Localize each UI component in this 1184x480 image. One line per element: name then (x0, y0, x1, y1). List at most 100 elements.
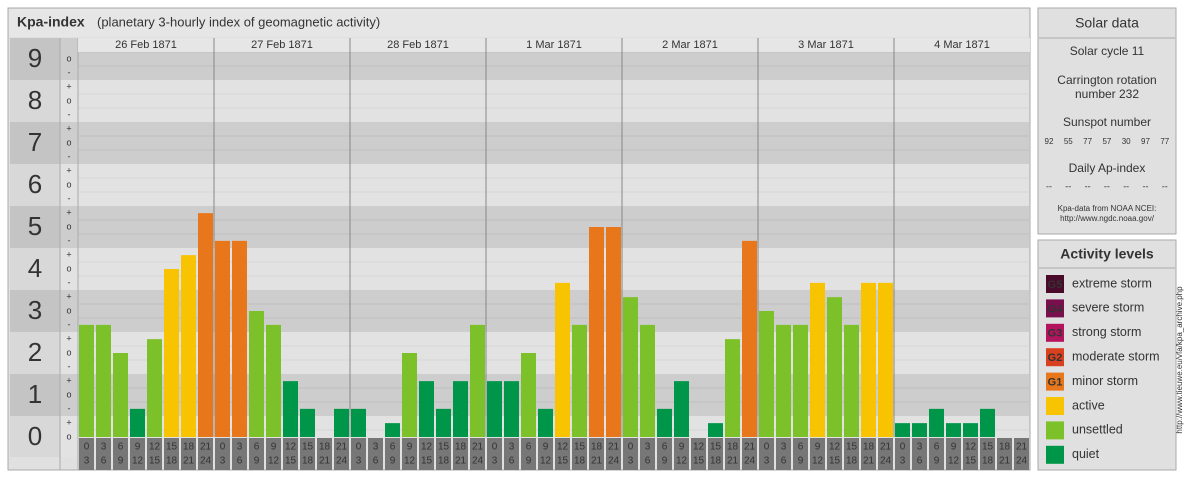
y-subtick-label: - (68, 235, 71, 245)
hour-box (895, 438, 910, 470)
hour-label: 24 (880, 456, 892, 467)
bar (759, 311, 774, 437)
band (10, 290, 60, 332)
hour-box (963, 438, 978, 470)
hour-label: 0 (764, 442, 770, 453)
day-header (758, 38, 894, 52)
y-subtick-label: o (66, 221, 71, 231)
bar (300, 408, 315, 437)
hour-label: 0 (492, 442, 498, 453)
y-subtick-label: o (66, 179, 71, 189)
hour-label: 3 (781, 442, 787, 453)
hour-box (283, 438, 298, 470)
bar (963, 423, 978, 437)
hour-label: 15 (574, 442, 586, 453)
bar (436, 408, 451, 437)
legend-label: minor storm (1072, 374, 1138, 388)
bar (351, 408, 366, 437)
hour-label: 9 (543, 442, 549, 453)
day-label: 2 Mar 1871 (662, 39, 718, 51)
hour-label: 18 (166, 456, 178, 467)
hour-box (810, 438, 825, 470)
hour-box (453, 438, 468, 470)
hour-label: 9 (815, 442, 821, 453)
hour-label: 9 (526, 456, 532, 467)
legend-label: quiet (1072, 447, 1100, 461)
bar (674, 381, 689, 437)
hour-label: 24 (1016, 456, 1028, 467)
hour-box (640, 438, 655, 470)
hour-box (878, 438, 893, 470)
y-subtick-label: o (66, 95, 71, 105)
day-header (214, 38, 350, 52)
hour-label: 15 (846, 442, 858, 453)
solar-text: Activity levels (1060, 246, 1154, 262)
hour-label: 21 (336, 442, 348, 453)
bar (538, 408, 553, 437)
hour-box (844, 438, 859, 470)
hour-label: 12 (132, 456, 144, 467)
bar (96, 324, 111, 437)
hour-label: 18 (455, 442, 467, 453)
hour-label: 6 (509, 456, 515, 467)
bar (623, 297, 638, 437)
day-label: 28 Feb 1871 (387, 39, 449, 51)
bar (725, 339, 740, 437)
hour-label: 15 (965, 456, 977, 467)
hour-box (470, 438, 485, 470)
band (60, 122, 1029, 164)
hour-label: 18 (863, 442, 875, 453)
hour-box (980, 438, 995, 470)
hour-label: 9 (271, 442, 277, 453)
y-subtick-label: + (66, 333, 71, 343)
y-subtick-label: o (66, 263, 71, 273)
band (10, 164, 60, 206)
sunspot-value: 55 (1064, 137, 1073, 146)
hour-box (657, 438, 672, 470)
y-tick-label: 2 (28, 337, 42, 367)
legend-badge: G2 (1048, 352, 1063, 364)
hour-label: 21 (183, 456, 195, 467)
bar (708, 423, 723, 437)
band (10, 38, 60, 80)
hour-label: 12 (812, 456, 824, 467)
hour-label: 6 (781, 456, 787, 467)
bar (79, 324, 94, 437)
hour-label: 21 (880, 442, 892, 453)
hour-label: 3 (237, 442, 243, 453)
bar (164, 269, 179, 437)
y-subtick-label: o (66, 347, 71, 357)
hour-label: 21 (200, 442, 212, 453)
bar (895, 423, 910, 437)
y-tick-label: 6 (28, 169, 42, 199)
hour-box (793, 438, 808, 470)
chart-subtitle: (planetary 3-hourly index of geomagnetic… (97, 14, 380, 29)
day-label: 27 Feb 1871 (251, 39, 313, 51)
y-tick-label: 9 (28, 43, 42, 73)
hour-label: 0 (900, 442, 906, 453)
legend-label: active (1072, 398, 1105, 412)
side: Solar data Solar cycle 11 Carrington rotat… (1045, 15, 1184, 464)
solar-text: Solar data (1075, 15, 1139, 31)
hour-label: 6 (526, 442, 532, 453)
bar (980, 408, 995, 437)
bar (827, 297, 842, 437)
solar-text: Daily Ap-index (1069, 161, 1146, 175)
hour-label: 24 (200, 456, 212, 467)
day-header (894, 38, 1030, 52)
y-subtick-label: o (66, 137, 71, 147)
hour-box (725, 438, 740, 470)
bar (249, 311, 264, 437)
hour-label: 0 (220, 442, 226, 453)
hour-box (232, 438, 247, 470)
legend-badge: G5 (1048, 279, 1063, 291)
legend-swatch (1046, 445, 1064, 464)
bar (283, 381, 298, 437)
bar (130, 408, 145, 437)
hour-label: 9 (662, 456, 668, 467)
hour-box (436, 438, 451, 470)
hour-label: 21 (1016, 442, 1028, 453)
hour-label: 12 (285, 442, 297, 453)
bar (402, 353, 417, 437)
ap-value: -- (1104, 181, 1110, 191)
